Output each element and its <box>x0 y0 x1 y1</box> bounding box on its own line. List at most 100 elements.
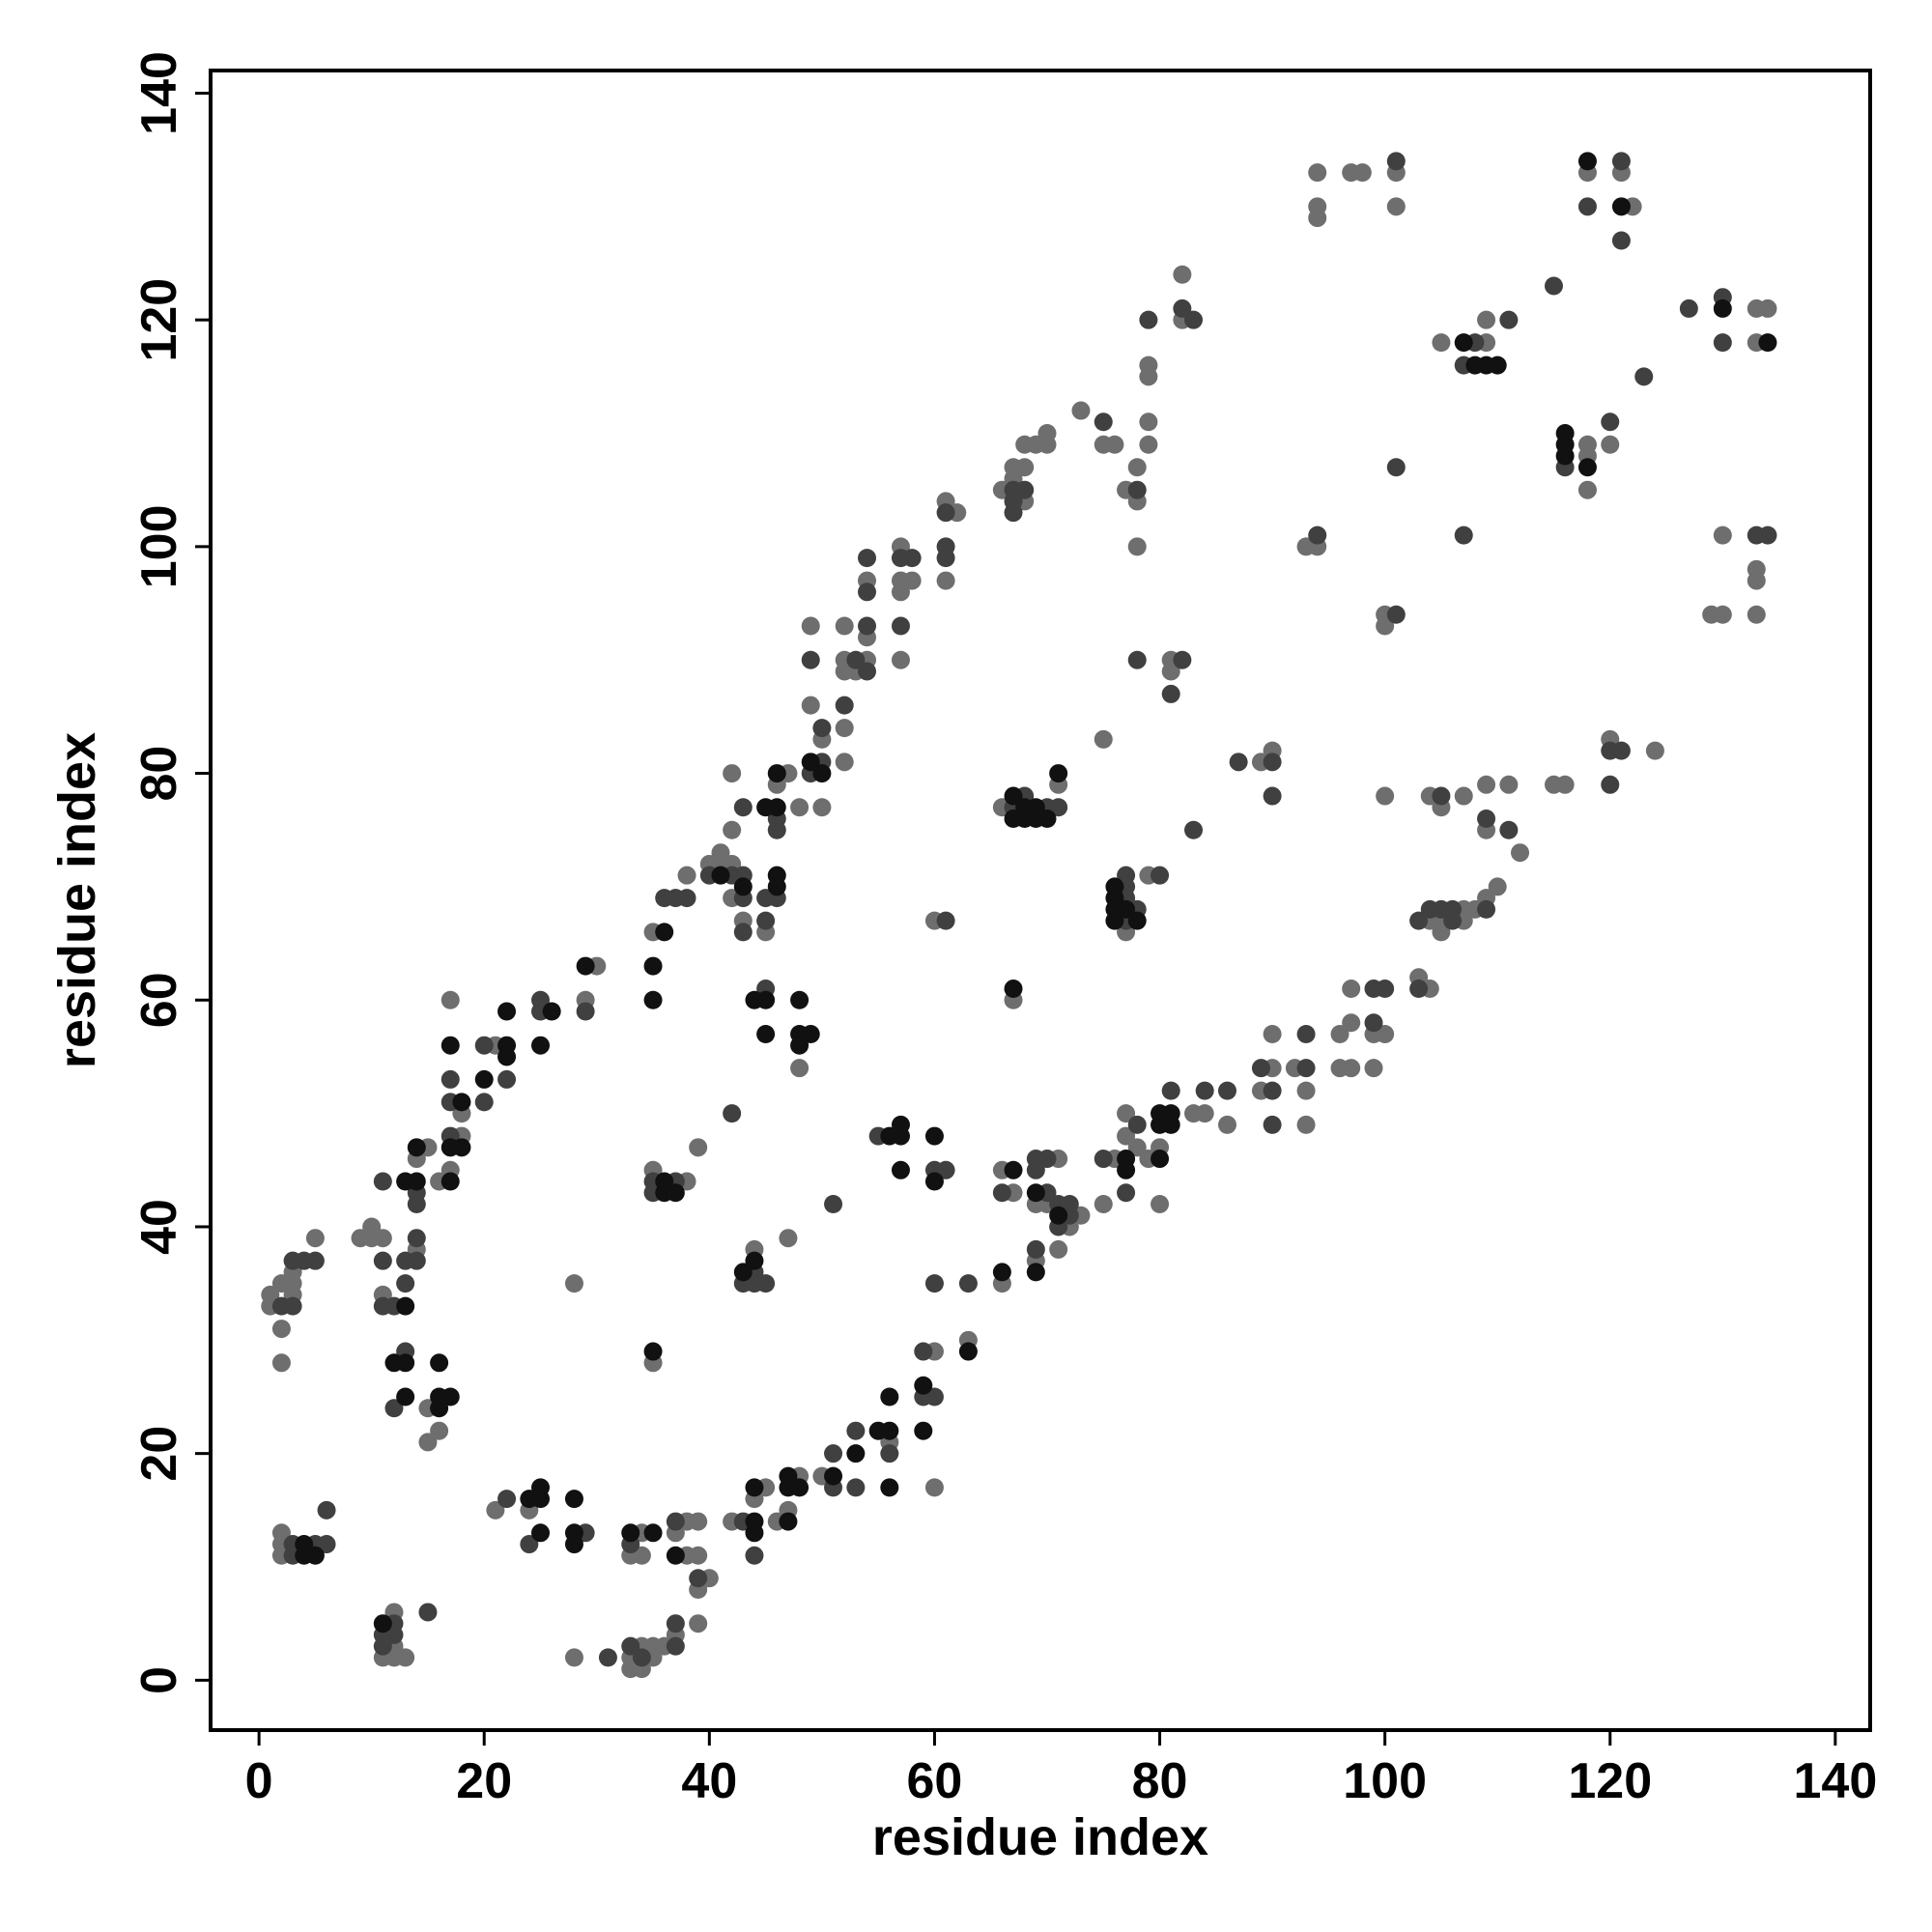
point <box>1342 1059 1361 1078</box>
point <box>1139 367 1158 386</box>
point <box>1184 310 1204 329</box>
point <box>1127 480 1147 499</box>
point <box>430 1421 449 1440</box>
point <box>1026 1263 1045 1282</box>
point <box>936 911 955 930</box>
y-tick-label: 40 <box>131 1199 187 1255</box>
point <box>655 923 674 942</box>
point <box>1117 1183 1136 1203</box>
point <box>1173 265 1192 284</box>
point <box>1454 333 1473 353</box>
point <box>1577 480 1597 499</box>
point <box>1432 786 1451 806</box>
point <box>542 1002 561 1021</box>
point <box>1577 435 1597 454</box>
point <box>1544 276 1563 296</box>
point <box>1263 1081 1282 1100</box>
point <box>846 1478 866 1497</box>
point <box>1151 1194 1170 1213</box>
point <box>880 1387 899 1406</box>
point <box>497 1047 517 1066</box>
y-tick-label: 100 <box>131 504 187 588</box>
point <box>756 990 776 1009</box>
point <box>846 650 866 669</box>
point <box>564 1648 583 1667</box>
point <box>1713 605 1732 624</box>
point <box>1015 480 1035 499</box>
point <box>745 1523 764 1543</box>
point <box>824 1444 843 1463</box>
point <box>1127 537 1147 556</box>
point <box>1577 197 1597 216</box>
point <box>1173 650 1192 669</box>
point <box>902 549 922 568</box>
point <box>305 1251 325 1270</box>
point <box>1511 843 1530 863</box>
point <box>1094 1194 1113 1213</box>
point <box>452 1093 471 1112</box>
point <box>1004 1160 1023 1179</box>
point <box>396 1648 415 1667</box>
point <box>1713 333 1732 353</box>
point <box>283 1251 302 1270</box>
point <box>666 1512 685 1531</box>
point <box>733 1263 753 1282</box>
point <box>824 1194 843 1213</box>
point <box>1263 753 1282 772</box>
point <box>1127 458 1147 477</box>
x-axis-label: residue index <box>872 1808 1208 1866</box>
point <box>1713 298 1732 318</box>
point <box>418 1433 438 1452</box>
point <box>880 1444 899 1463</box>
point <box>1105 435 1124 454</box>
point <box>790 990 810 1009</box>
point <box>733 877 753 896</box>
point <box>1015 458 1035 477</box>
point <box>677 866 696 885</box>
point <box>880 1478 899 1497</box>
point <box>723 764 742 783</box>
point <box>756 911 776 930</box>
point <box>418 1603 438 1622</box>
point <box>497 1069 517 1089</box>
point <box>1601 435 1620 454</box>
point <box>745 1478 764 1497</box>
point <box>1105 911 1124 930</box>
point <box>767 877 786 896</box>
point <box>632 1546 651 1565</box>
x-tick-label: 40 <box>681 1753 737 1809</box>
point <box>1217 1081 1236 1100</box>
point <box>520 1535 539 1554</box>
y-tick-label: 60 <box>131 972 187 1028</box>
point <box>1432 333 1451 353</box>
point <box>891 650 910 669</box>
point <box>745 1251 764 1270</box>
point <box>632 1648 651 1667</box>
point <box>1601 775 1620 794</box>
point <box>924 1387 944 1406</box>
point <box>1376 786 1395 806</box>
point <box>564 1535 583 1554</box>
point <box>407 1229 426 1248</box>
point <box>1747 605 1766 624</box>
point <box>384 1399 404 1418</box>
point <box>452 1138 471 1157</box>
point <box>1173 298 1192 318</box>
point <box>1454 786 1473 806</box>
point <box>711 843 730 863</box>
point <box>1251 1059 1270 1078</box>
point <box>1139 310 1158 329</box>
point <box>283 1296 302 1316</box>
point <box>858 549 877 568</box>
point <box>1071 401 1091 420</box>
point <box>317 1535 336 1554</box>
point <box>486 1500 505 1520</box>
point <box>1499 775 1519 794</box>
point <box>1409 911 1429 930</box>
point <box>407 1194 426 1213</box>
point <box>914 1421 933 1440</box>
point <box>1004 786 1023 806</box>
point <box>790 1036 810 1055</box>
point <box>835 719 854 738</box>
